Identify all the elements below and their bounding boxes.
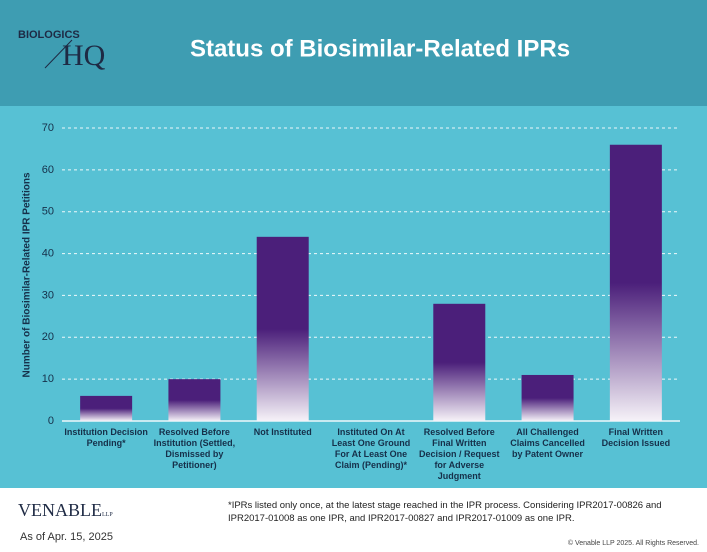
logo-main: HQ xyxy=(62,39,106,72)
y-axis-label: Number of Biosimilar-Related IPR Petitio… xyxy=(22,172,33,377)
logo-suffix: LLP xyxy=(102,512,113,518)
bar xyxy=(609,144,662,421)
bar xyxy=(168,379,221,421)
x-tick-label: Instituted On At Least One Ground For At… xyxy=(331,427,411,470)
logo-text: VENABLE xyxy=(18,500,102,520)
logo-top: BIOLOGICS xyxy=(18,29,80,41)
y-tick-label: 10 xyxy=(42,373,54,385)
footnote: *IPRs listed only once, at the latest st… xyxy=(228,500,662,524)
y-tick-label: 70 xyxy=(42,122,54,134)
x-tick-label: All Challenged Claims Cancelled by Paten… xyxy=(510,427,585,459)
x-tick-label: Not Instituted xyxy=(253,427,312,437)
footer-logo: VENABLELLP xyxy=(18,500,113,521)
logo-slash xyxy=(44,39,73,69)
chart: BIOLOGICS HQ Status of Biosimilar-Relate… xyxy=(0,0,707,488)
bar xyxy=(521,374,574,421)
y-tick-label: 30 xyxy=(42,289,54,301)
x-tick-label: Institution Decision Pending* xyxy=(64,427,148,448)
y-tick-label: 0 xyxy=(48,415,54,427)
header-band xyxy=(0,0,707,106)
y-tick-label: 40 xyxy=(42,247,54,259)
y-tick-label: 60 xyxy=(42,164,54,176)
x-tick-label: Final Written Decision Issued xyxy=(601,427,671,448)
x-tick-label: Resolved Before Final Written Decision /… xyxy=(419,427,500,481)
bar xyxy=(256,236,309,421)
date: As of Apr. 15, 2025 xyxy=(20,531,113,543)
bar xyxy=(80,395,133,421)
chart-title: Status of Biosimilar-Related IPRs xyxy=(190,35,570,62)
x-tick-label: Resolved Before Institution (Settled, Di… xyxy=(153,427,236,470)
y-tick-label: 20 xyxy=(42,331,54,343)
copyright: © Venable LLP 2025. All Rights Reserved. xyxy=(567,540,699,547)
bar xyxy=(433,303,486,421)
y-tick-label: 50 xyxy=(42,206,54,218)
